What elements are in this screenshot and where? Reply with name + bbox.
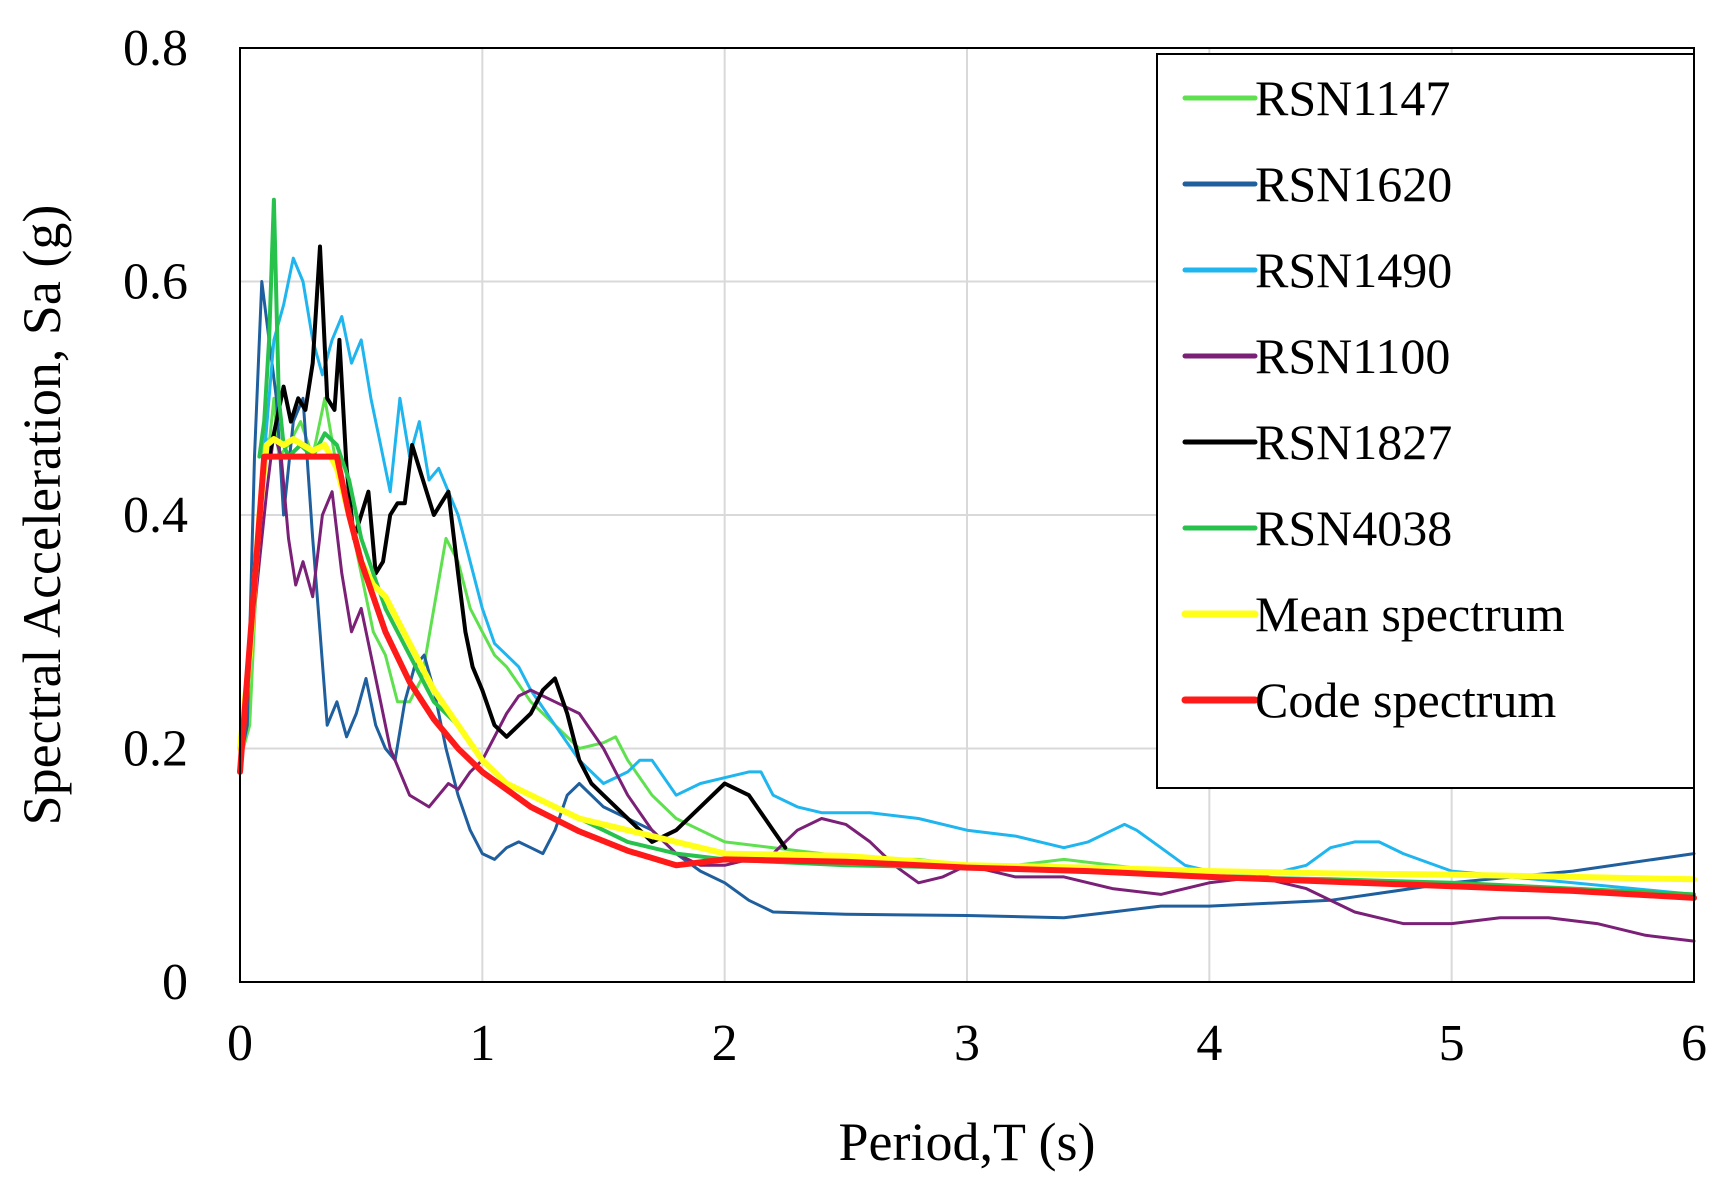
legend: RSN1147 RSN1620 RSN1490 RSN1100 RSN1827 RSN40… <box>1156 53 1695 789</box>
legend-label: Mean spectrum <box>1255 586 1565 642</box>
legend-label: RSN1100 <box>1255 328 1450 384</box>
x-tick-label: 2 <box>712 1015 738 1072</box>
legend-label: RSN4038 <box>1255 500 1452 556</box>
x-tick-label: 6 <box>1681 1015 1707 1072</box>
x-axis-ticks: 0 1 2 3 4 5 6 <box>227 1015 1707 1072</box>
y-axis-ticks: 0 0.2 0.4 0.6 0.8 <box>123 20 188 1011</box>
legend-label: RSN1147 <box>1255 70 1450 126</box>
y-tick-label: 0.6 <box>123 254 188 311</box>
y-tick-label: 0.8 <box>123 20 188 77</box>
x-tick-label: 0 <box>227 1015 253 1072</box>
legend-label: RSN1620 <box>1255 156 1452 212</box>
series-line-rsn1827 <box>267 244 788 850</box>
x-tick-label: 3 <box>954 1015 980 1072</box>
y-tick-label: 0 <box>162 954 188 1011</box>
x-tick-label: 4 <box>1196 1015 1222 1072</box>
series-line-rsn1620 <box>238 280 1696 920</box>
x-axis-title: Period,T (s) <box>839 1112 1096 1172</box>
y-tick-label: 0.4 <box>123 487 188 544</box>
series-lines <box>237 197 1697 943</box>
legend-label: Code spectrum <box>1255 672 1556 728</box>
y-tick-label: 0.2 <box>123 721 188 778</box>
legend-label: RSN1827 <box>1255 414 1452 470</box>
y-axis-title: Spectral Acceleration, Sa (g) <box>12 205 72 826</box>
x-tick-label: 5 <box>1439 1015 1465 1072</box>
series-line-rsn1490 <box>238 256 1696 896</box>
legend-label: RSN1490 <box>1255 242 1452 298</box>
x-tick-label: 1 <box>469 1015 495 1072</box>
series-line-code-spectrum <box>237 453 1697 901</box>
legend-box <box>1156 53 1695 789</box>
